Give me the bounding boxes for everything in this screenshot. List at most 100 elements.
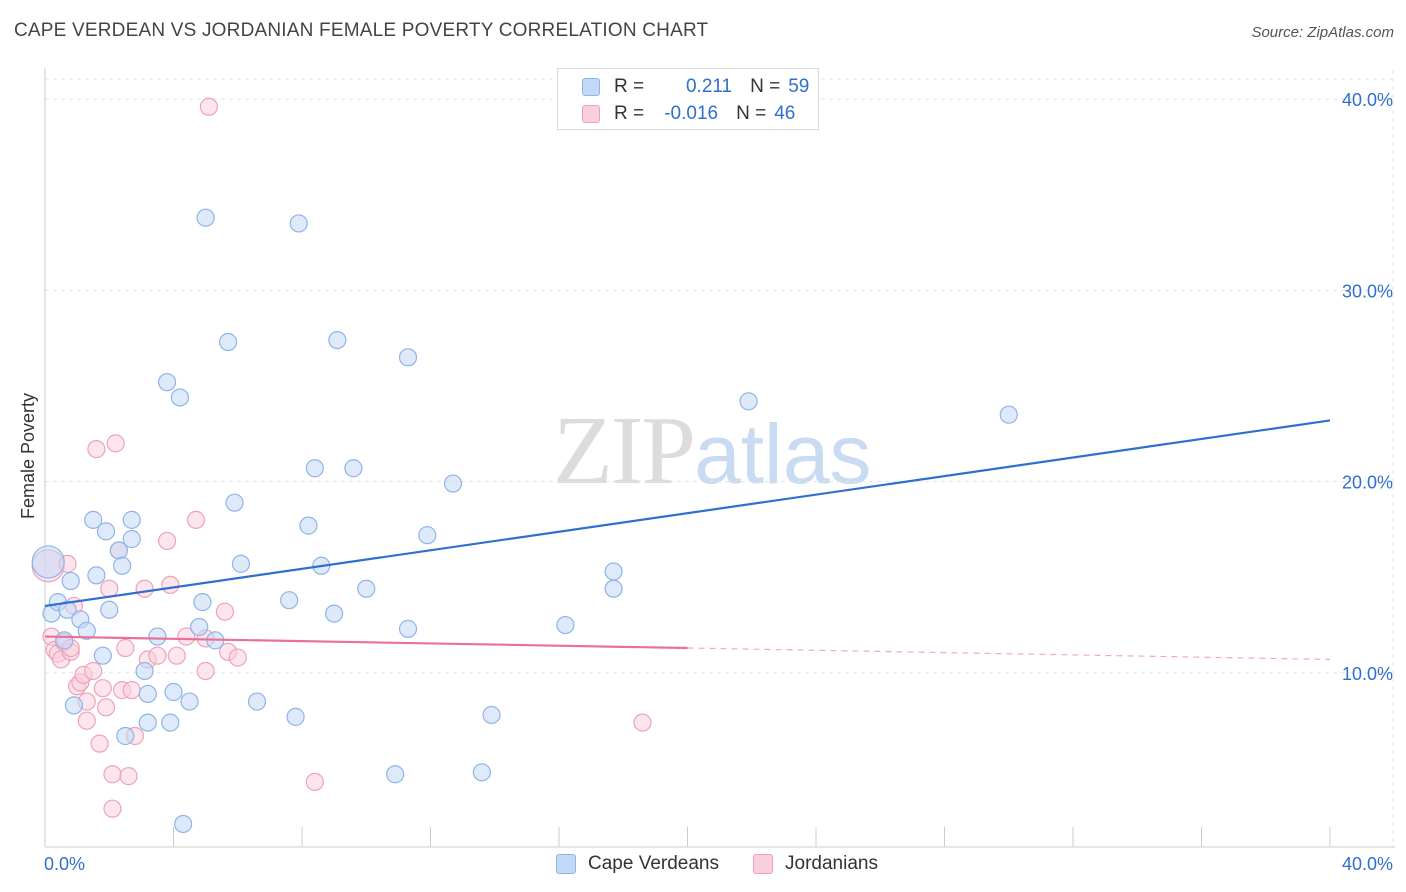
jordanian-point <box>100 579 119 598</box>
jordanian-point <box>186 510 206 529</box>
cape-verdean-point <box>999 405 1018 424</box>
data-points <box>31 97 1018 834</box>
jordanian-point <box>90 734 109 753</box>
y-tick-label: 30.0% <box>1342 281 1393 301</box>
cape-verdean-point <box>225 493 244 512</box>
jordanian-point <box>87 440 106 459</box>
cape-verdean-point <box>418 526 437 545</box>
pink-swatch-icon <box>753 854 773 874</box>
legend-label: Cape Verdeans <box>588 853 719 874</box>
jordanian-point <box>93 679 112 698</box>
cape-verdean-point <box>180 692 199 711</box>
cape-verdean-point <box>170 388 190 407</box>
cape-verdean-point <box>164 682 183 702</box>
cape-verdean-point <box>190 617 209 637</box>
jordanian-point <box>305 772 324 791</box>
cape-verdean-point <box>472 763 491 782</box>
cape-verdean-point <box>100 600 119 619</box>
blue-swatch-icon <box>556 854 576 874</box>
cape-verdean-point <box>87 566 106 585</box>
cape-verdean-point <box>398 348 418 367</box>
jordanian-point <box>215 602 234 621</box>
r-label: R = <box>614 103 645 124</box>
cape-verdean-point <box>61 571 80 591</box>
chart-title: CAPE VERDEAN VS JORDANIAN FEMALE POVERTY… <box>14 20 709 41</box>
cape-verdean-point <box>325 604 344 623</box>
cape-verdean-trend-line <box>44 419 1331 608</box>
r-value: 0.211 <box>685 76 733 97</box>
watermark: ZIPatlas <box>553 395 871 507</box>
jordanian-point <box>199 97 218 116</box>
cape-verdean-point <box>196 208 215 227</box>
cape-verdean-point <box>289 214 308 233</box>
cape-verdean-point <box>138 684 157 704</box>
watermark-zip: ZIP <box>553 397 696 505</box>
jordanian-point <box>84 661 103 681</box>
cape-verdean-point <box>84 510 103 529</box>
cape-verdean-point <box>122 529 141 549</box>
jordanian-point <box>106 434 125 453</box>
trend-lines <box>44 419 1331 661</box>
cape-verdean-point <box>305 459 324 478</box>
cape-verdean-point <box>280 591 299 610</box>
jordanian-point <box>103 765 122 784</box>
jordanian-point <box>167 646 186 665</box>
jordanian-point <box>196 661 215 681</box>
legend-label: Jordanians <box>785 853 878 874</box>
cape-verdean-point <box>31 545 65 579</box>
blue-swatch-icon <box>582 78 600 96</box>
y-tick-label: 20.0% <box>1342 473 1393 493</box>
jordanian-trend-line <box>44 635 688 650</box>
jordanian-point <box>148 646 167 665</box>
cape-verdean-point <box>604 562 623 581</box>
axes <box>44 68 1395 848</box>
jordanian-point <box>633 713 652 732</box>
tick-labels: 10.0% 20.0% 30.0% 40.0% 0.0% 40.0% <box>44 90 1393 874</box>
n-value: 46 <box>774 103 796 124</box>
stats-legend: R = 0.211 N = 59 R = -0.016 N = 46 <box>557 68 819 130</box>
jordanian-point <box>96 698 116 717</box>
cape-verdean-point <box>116 726 135 746</box>
cape-verdean-point <box>443 474 463 493</box>
cape-verdean-point <box>219 332 238 352</box>
legend-item-cape-verdeans: Cape Verdeans <box>556 852 719 876</box>
cape-verdean-point <box>77 621 96 640</box>
cape-verdean-point <box>398 619 418 638</box>
x-tick-label-max: 40.0% <box>1342 854 1393 874</box>
jordanian-point <box>119 767 138 786</box>
cape-verdean-point <box>556 615 575 635</box>
cape-verdean-point <box>739 392 758 411</box>
cape-verdean-point <box>135 661 154 681</box>
cape-verdean-point <box>58 600 77 619</box>
cape-verdean-point <box>112 556 132 575</box>
y-axis-label: Female Poverty <box>18 393 38 519</box>
legend-item-jordanians: Jordanians <box>753 852 878 876</box>
source-label: Source: ZipAtlas.com <box>1251 24 1394 41</box>
cape-verdean-point <box>96 522 116 541</box>
cape-verdean-point <box>64 696 84 715</box>
cape-verdean-point <box>93 646 112 665</box>
stats-row-cape-verdeans: R = 0.211 N = 59 <box>582 74 809 100</box>
jordanian-point <box>161 575 180 595</box>
r-value: -0.016 <box>664 103 719 124</box>
y-tick-label: 10.0% <box>1342 664 1393 684</box>
jordanian-point <box>122 680 141 700</box>
n-value: 59 <box>788 76 810 97</box>
cape-verdean-point <box>161 713 180 732</box>
n-label: N = <box>750 76 781 97</box>
cape-verdean-point <box>122 510 141 529</box>
jordanian-point <box>103 799 122 818</box>
jordanian-point <box>157 531 177 551</box>
jordanian-point <box>228 648 247 667</box>
jordanian-point <box>135 579 154 598</box>
cape-verdean-point <box>386 765 405 784</box>
cape-verdean-point <box>604 579 623 598</box>
pink-swatch-icon <box>582 105 600 123</box>
cape-verdean-point <box>148 627 167 646</box>
cape-verdean-point <box>328 331 347 350</box>
cape-verdean-point <box>247 692 267 711</box>
cape-verdean-point <box>286 707 305 726</box>
jordanian-point <box>77 711 96 730</box>
stats-row-jordanians: R = -0.016 N = 46 <box>582 101 795 127</box>
